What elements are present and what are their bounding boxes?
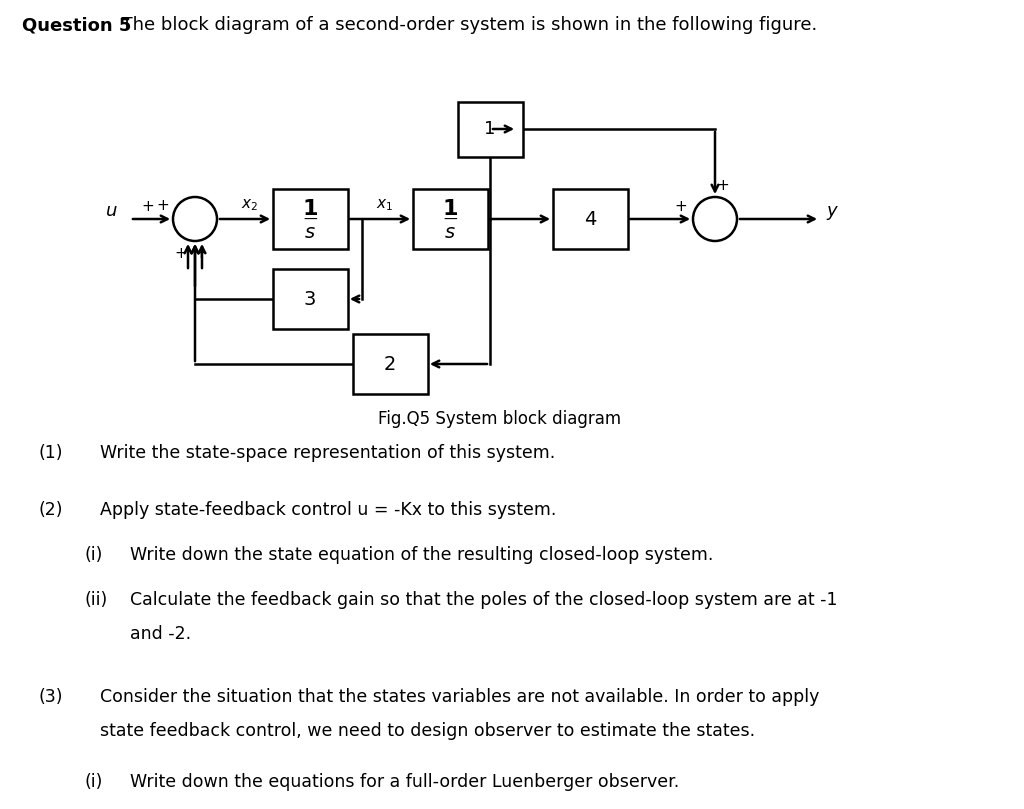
Bar xyxy=(413,189,487,249)
Text: state feedback control, we need to design observer to estimate the states.: state feedback control, we need to desig… xyxy=(100,722,755,740)
Text: (2): (2) xyxy=(38,501,62,519)
Text: u: u xyxy=(106,202,118,220)
Text: 1: 1 xyxy=(442,199,458,219)
Text: 1: 1 xyxy=(484,120,496,138)
Text: Calculate the feedback gain so that the poles of the closed-loop system are at -: Calculate the feedback gain so that the … xyxy=(130,591,838,609)
Text: (1): (1) xyxy=(38,444,62,462)
Text: Fig.Q5 System block diagram: Fig.Q5 System block diagram xyxy=(379,410,622,428)
Text: 3: 3 xyxy=(304,290,316,308)
Text: +: + xyxy=(157,197,169,213)
Text: —: — xyxy=(443,213,457,227)
Text: Write down the equations for a full-order Luenberger observer.: Write down the equations for a full-orde… xyxy=(130,773,679,791)
Text: —: — xyxy=(303,213,316,227)
Text: The block diagram of a second-order system is shown in the following figure.: The block diagram of a second-order syst… xyxy=(110,16,817,34)
Bar xyxy=(272,189,347,249)
Text: Write the state-space representation of this system.: Write the state-space representation of … xyxy=(100,444,555,462)
Text: $x_1$: $x_1$ xyxy=(377,197,393,213)
Bar xyxy=(458,101,522,156)
Circle shape xyxy=(173,197,217,241)
Text: (i): (i) xyxy=(85,546,103,564)
Text: y: y xyxy=(826,202,838,220)
Text: +: + xyxy=(717,177,729,193)
Text: s: s xyxy=(305,222,315,242)
Text: +: + xyxy=(175,245,187,260)
Text: +: + xyxy=(141,198,155,214)
Text: Write down the state equation of the resulting closed-loop system.: Write down the state equation of the res… xyxy=(130,546,714,564)
Text: 2: 2 xyxy=(384,354,396,374)
Text: $x_2$: $x_2$ xyxy=(242,197,258,213)
Text: Question 5: Question 5 xyxy=(22,16,131,34)
Text: 1: 1 xyxy=(302,199,317,219)
Text: (i): (i) xyxy=(85,773,103,791)
Circle shape xyxy=(693,197,737,241)
Text: Consider the situation that the states variables are not available. In order to : Consider the situation that the states v… xyxy=(100,688,819,706)
Bar xyxy=(272,269,347,329)
Text: and -2.: and -2. xyxy=(130,625,191,643)
Text: (3): (3) xyxy=(38,688,62,706)
Text: s: s xyxy=(445,222,455,242)
Text: 4: 4 xyxy=(584,210,596,228)
Text: Apply state-feedback control u = -Kx to this system.: Apply state-feedback control u = -Kx to … xyxy=(100,501,556,519)
Bar xyxy=(352,334,427,394)
Text: (ii): (ii) xyxy=(85,591,109,609)
Text: +: + xyxy=(675,198,687,214)
Bar xyxy=(553,189,628,249)
Text: +: + xyxy=(195,245,208,260)
